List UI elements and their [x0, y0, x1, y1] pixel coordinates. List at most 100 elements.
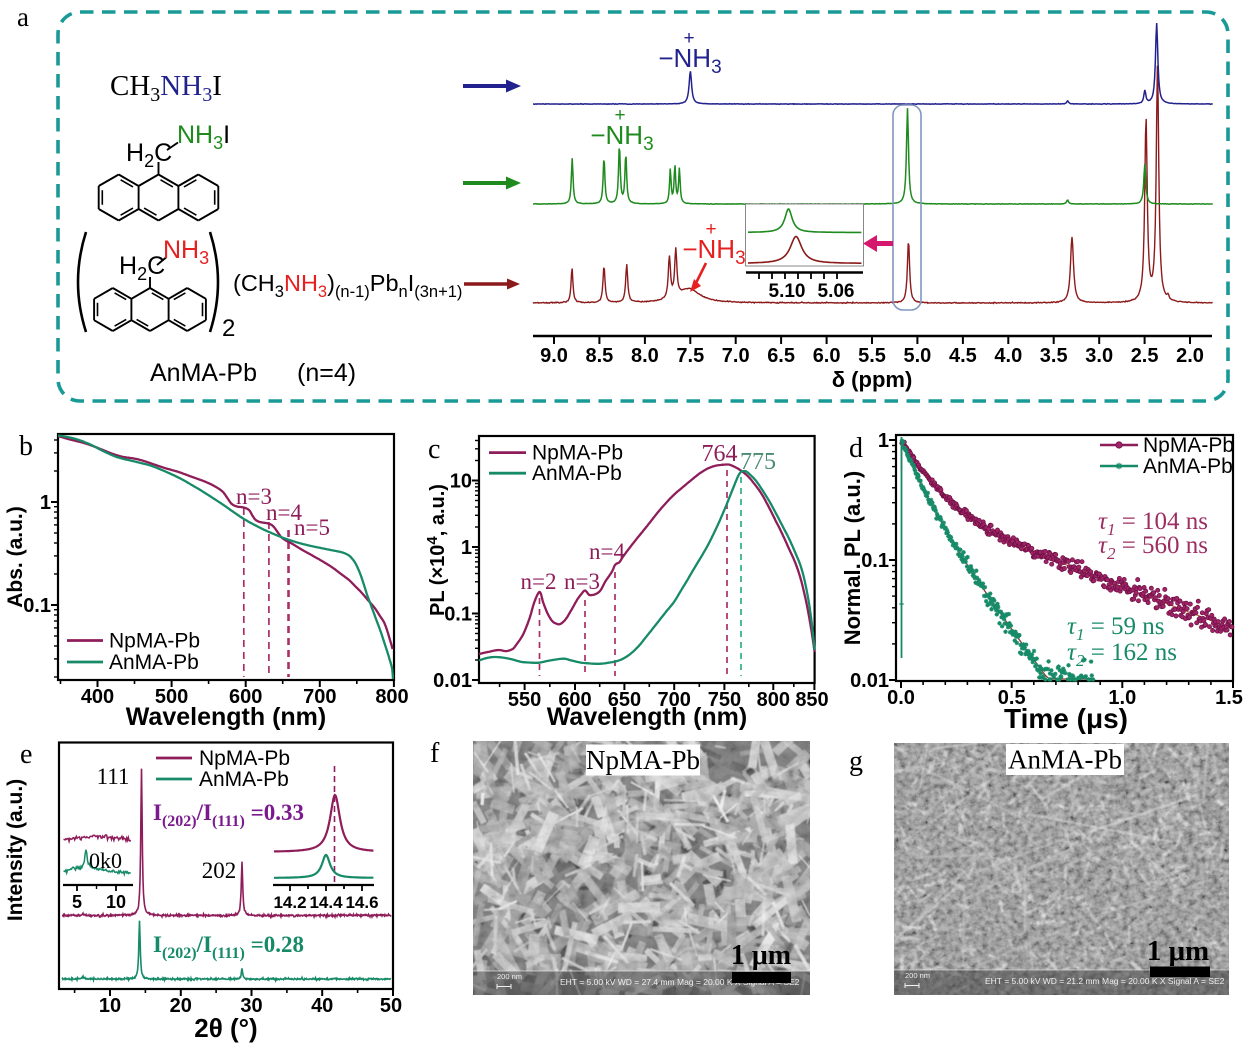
- svg-text:NH3: NH3: [163, 236, 209, 268]
- svg-text:8.0: 8.0: [631, 345, 659, 367]
- svg-text:14.6: 14.6: [345, 893, 378, 912]
- svg-text:Wavelength (nm): Wavelength (nm): [547, 703, 747, 731]
- svg-text:8.5: 8.5: [585, 345, 613, 367]
- svg-text:n=5: n=5: [294, 515, 330, 540]
- svg-text:0.01: 0.01: [433, 670, 472, 692]
- svg-text:6.0: 6.0: [813, 345, 841, 367]
- svg-text:f: f: [430, 738, 440, 769]
- svg-text:40: 40: [311, 995, 333, 1017]
- svg-text:2.5: 2.5: [1131, 345, 1159, 367]
- svg-text:τ1 = 104 ns: τ1 = 104 ns: [1098, 508, 1208, 539]
- svg-text:0.01: 0.01: [850, 670, 889, 692]
- svg-text:AnMA-Pb: AnMA-Pb: [109, 651, 199, 674]
- svg-text:750: 750: [708, 689, 741, 711]
- svg-text:500: 500: [155, 686, 188, 708]
- svg-text:NpMA-Pb: NpMA-Pb: [1143, 434, 1234, 457]
- svg-text:τ2 = 162 ns: τ2 = 162 ns: [1067, 639, 1177, 670]
- svg-text:1.0: 1.0: [1108, 687, 1136, 709]
- svg-text:n=4: n=4: [266, 500, 302, 525]
- svg-text:2.0: 2.0: [1176, 345, 1204, 367]
- svg-text:AnMA-Pb: AnMA-Pb: [532, 462, 622, 485]
- svg-text:τ1 = 59 ns: τ1 = 59 ns: [1067, 613, 1165, 644]
- svg-text:10: 10: [99, 995, 121, 1017]
- svg-text:5.10: 5.10: [769, 281, 806, 302]
- svg-text:1: 1: [461, 537, 472, 559]
- svg-text:g: g: [849, 746, 863, 777]
- svg-text:+: +: [683, 28, 694, 49]
- svg-text:n=2: n=2: [521, 569, 557, 594]
- svg-text:EHT = 5.00 kV WD = 27.4 m: EHT = 5.00 kV WD = 27.4 mm Mag = 20.00 K…: [560, 977, 800, 987]
- svg-text:AnMA-Pb: AnMA-Pb: [199, 768, 289, 791]
- svg-text:600: 600: [558, 689, 591, 711]
- svg-text:a: a: [17, 2, 29, 32]
- svg-text:5.0: 5.0: [903, 345, 931, 367]
- svg-text:0.5: 0.5: [998, 687, 1026, 709]
- svg-text:7.0: 7.0: [722, 345, 750, 367]
- svg-text:PL (×104, a.u.): PL (×104, a.u.): [424, 484, 449, 616]
- svg-text:EHT = 5.00 kV WD = 21.2 m: EHT = 5.00 kV WD = 21.2 mm Mag = 20.00 K…: [985, 976, 1225, 986]
- svg-text:850: 850: [795, 689, 828, 711]
- svg-text:3.5: 3.5: [1040, 345, 1068, 367]
- svg-text:0.1: 0.1: [861, 550, 889, 572]
- svg-text:400: 400: [81, 686, 114, 708]
- svg-text:10: 10: [106, 892, 126, 912]
- svg-text:n=3: n=3: [236, 484, 272, 509]
- svg-text:NpMA-Pb: NpMA-Pb: [532, 442, 623, 465]
- svg-text:764: 764: [702, 441, 738, 467]
- svg-text:200 nm: 200 nm: [497, 972, 522, 981]
- svg-text:202: 202: [202, 858, 237, 883]
- svg-text:14.4: 14.4: [309, 893, 343, 912]
- svg-text:1: 1: [40, 492, 51, 514]
- svg-text:775: 775: [740, 449, 776, 475]
- svg-text:n=3: n=3: [564, 569, 600, 594]
- svg-text:−NH3: −NH3: [658, 43, 721, 78]
- svg-text:800: 800: [375, 686, 408, 708]
- svg-text:d: d: [849, 433, 863, 464]
- svg-text:200 nm: 200 nm: [905, 971, 930, 980]
- svg-text:0.1: 0.1: [23, 595, 51, 617]
- svg-text:n=4: n=4: [589, 539, 625, 564]
- svg-text:+: +: [614, 105, 625, 126]
- svg-text:5.5: 5.5: [858, 345, 886, 367]
- svg-text:0.0: 0.0: [887, 687, 915, 709]
- svg-text:111: 111: [97, 764, 130, 789]
- svg-text:20: 20: [170, 995, 192, 1017]
- svg-text:−NH3: −NH3: [682, 234, 745, 269]
- svg-text:6.5: 6.5: [767, 345, 795, 367]
- svg-text:NpMA-Pb: NpMA-Pb: [109, 630, 200, 653]
- svg-text:AnMA-Pb: AnMA-Pb: [150, 359, 257, 387]
- svg-text:10: 10: [450, 471, 472, 493]
- svg-text:NpMA-Pb: NpMA-Pb: [199, 747, 290, 770]
- svg-text:+: +: [705, 219, 716, 240]
- svg-text:1.5: 1.5: [1215, 687, 1243, 709]
- svg-text:AnMA-Pb: AnMA-Pb: [1008, 745, 1122, 775]
- svg-text:τ2 = 560 ns: τ2 = 560 ns: [1098, 532, 1208, 563]
- svg-text:5.06: 5.06: [818, 281, 855, 302]
- svg-text:Normal. PL (a.u.): Normal. PL (a.u.): [840, 471, 865, 645]
- svg-text:Time (μs): Time (μs): [1004, 703, 1128, 734]
- svg-text:30: 30: [240, 995, 262, 1017]
- svg-text:b: b: [19, 431, 33, 462]
- svg-text:700: 700: [658, 689, 691, 711]
- svg-text:3.0: 3.0: [1085, 345, 1113, 367]
- svg-text:800: 800: [757, 689, 790, 711]
- svg-text:e: e: [20, 739, 32, 770]
- svg-text:(n=4): (n=4): [297, 359, 356, 387]
- svg-text:2: 2: [222, 315, 235, 342]
- svg-text:0.1: 0.1: [444, 604, 472, 626]
- svg-text:c: c: [428, 434, 440, 465]
- svg-text:AnMA-Pb: AnMA-Pb: [1143, 455, 1233, 478]
- svg-text:Wavelength (nm): Wavelength (nm): [126, 703, 326, 731]
- svg-text:550: 550: [508, 689, 541, 711]
- svg-text:Abs. (a.u.): Abs. (a.u.): [4, 506, 27, 608]
- svg-text:1 μm: 1 μm: [1147, 935, 1209, 967]
- svg-text:Intensity (a.u.): Intensity (a.u.): [4, 779, 27, 921]
- svg-text:0k0: 0k0: [89, 848, 122, 873]
- svg-text:600: 600: [229, 686, 262, 708]
- svg-text:14.2: 14.2: [273, 893, 306, 912]
- svg-text:5: 5: [72, 892, 82, 912]
- svg-text:700: 700: [303, 686, 336, 708]
- svg-text:1: 1: [878, 430, 889, 452]
- svg-text:NpMA-Pb: NpMA-Pb: [586, 745, 700, 775]
- svg-text:50: 50: [380, 995, 402, 1017]
